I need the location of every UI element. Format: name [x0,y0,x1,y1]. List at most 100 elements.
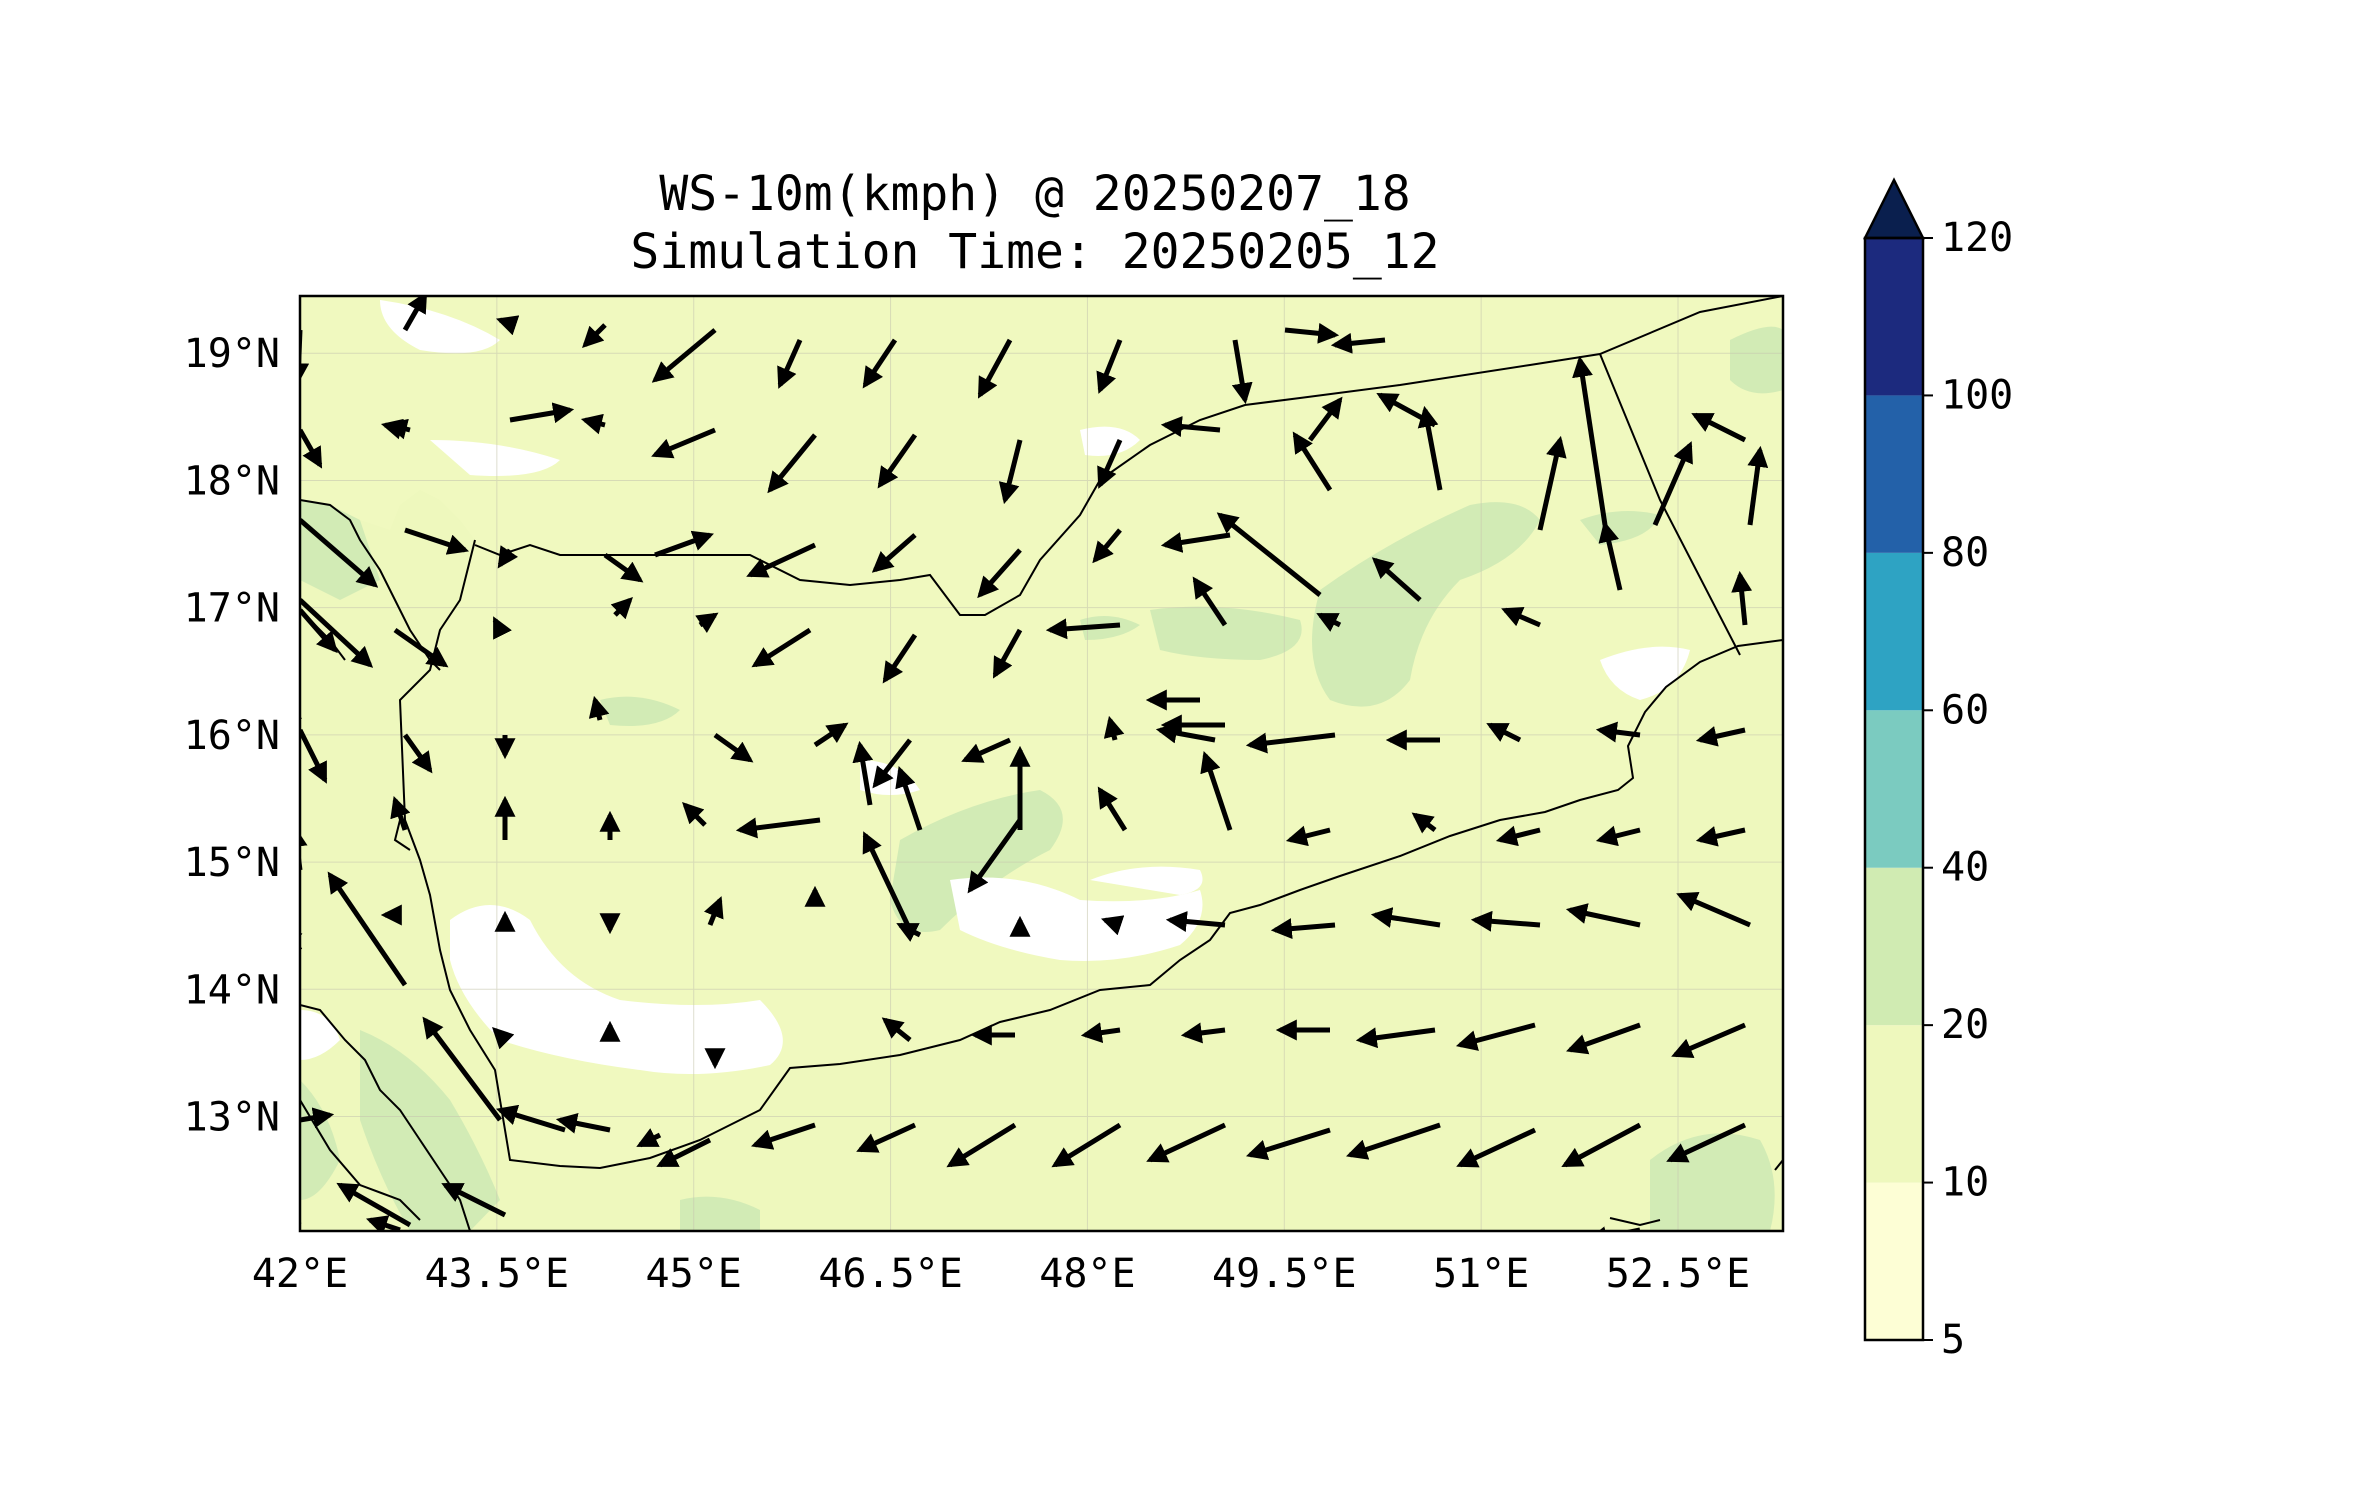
wind-arrow [1572,355,1608,526]
map-frame [298,294,1785,1233]
wind-arrow [1731,570,1753,626]
wind-arrow [300,598,374,668]
colorbar-tick-label: 80 [1941,530,1989,576]
wind-arrow [977,338,1013,399]
wind-arrow [580,413,606,435]
wind-arrow [1652,441,1693,527]
wind-arrow [651,328,717,383]
latitude-ticks: 19°N 18°N 17°N 16°N 15°N 14°N 13°N [184,331,280,1140]
wind-arrow [402,296,428,332]
wind-arrow [495,1104,566,1133]
wind-arrow [1292,431,1333,492]
map-title-line2: Simulation Time: 20250205_12 [630,224,1439,280]
lat-tick-label: 17°N [184,586,280,632]
wind-arrow [882,633,918,684]
wind-arrow [1595,825,1641,847]
wind-arrow [877,433,918,489]
wind-arrow [651,427,716,459]
wind-arrow [751,627,812,668]
wind-arrow [1537,435,1567,531]
wind-arrow [1231,339,1253,405]
wind-arrow [1316,612,1342,632]
wind-arrow [1160,416,1221,437]
wind-speed-patches [300,326,1783,1231]
colorbar-band [1865,1025,1923,1183]
lat-tick-label: 18°N [184,458,280,504]
wind-arrow [300,921,303,950]
wind-arrow [1192,576,1228,627]
wind-arrow [1097,786,1128,832]
colorbar-tick-label: 120 [1941,215,2013,261]
colorbar-band [1865,395,1923,553]
colorbar-band [1865,867,1923,1026]
wind-arrow [1146,1122,1227,1163]
wind-arrow [380,418,406,440]
map-panel [300,296,1783,1231]
colorbar-extend-max [1862,177,1926,240]
wind-arrow [300,728,328,784]
wind-arrow [393,627,449,668]
wind-arrow [896,922,922,942]
colorbar-band [1865,710,1923,868]
wind-arrow [1160,532,1231,553]
wind-arrow [735,817,821,839]
wind-arrow [1676,891,1751,928]
wind-arrow [1561,1122,1642,1168]
colorbar-tick-label: 100 [1941,372,2013,418]
wind-arrow [366,1215,401,1231]
wind-arrow [1456,1127,1537,1168]
wind-arrow [1371,557,1422,602]
wind-arrow [1080,1022,1121,1044]
wind-arrow [1565,903,1641,928]
colorbar-tick-label: 20 [1941,1002,1989,1048]
wind-arrow [862,831,913,932]
wind-arrow [1595,721,1641,743]
colorbar-tick-label: 10 [1941,1160,1989,1206]
lon-tick-label: 51°E [1433,1251,1529,1297]
wind-arrow [300,1221,302,1225]
wind-arrow [610,597,633,620]
colorbar-tick-label: 40 [1941,845,1989,891]
wind-arrow [1097,438,1123,489]
lon-tick-label: 48°E [1039,1251,1135,1297]
wind-arrow [967,818,1023,894]
colorbar-tick-label: 5 [1941,1317,1965,1363]
wind-arrow [1695,826,1746,847]
wind-arrow [1216,512,1322,597]
wind-arrow [402,733,433,774]
wind-arrow [1666,1122,1747,1163]
wind-arrow [871,533,917,573]
colorbar-band [1865,552,1923,711]
wind-arrow [1245,1127,1331,1161]
colorbar-band [1865,238,1923,396]
wind-arrow [751,1122,816,1150]
lat-tick-label: 14°N [184,967,280,1013]
wind-arrow [1103,715,1125,741]
wind-arrow [1598,520,1623,591]
wind-arrow [1695,726,1746,747]
colorbar-tick-labels: 5 10 20 40 60 80 100 120 [1923,215,2013,1363]
wind-arrow [1284,322,1340,344]
wind-arrow [327,871,408,987]
lon-tick-label: 45°E [646,1251,742,1297]
wind-arrow [1355,1027,1436,1049]
wind-arrow [746,542,817,578]
wind-arrow [895,766,923,831]
wind-arrow [1486,722,1522,743]
wind-arrow [961,737,1012,763]
wind-arrow [704,896,724,926]
colorbar-tick-label: 60 [1941,687,1989,733]
wind-arrow [1411,812,1437,834]
wind-arrow [497,545,519,569]
wind-vector-field [300,296,1769,1231]
wind-arrow [1566,1022,1641,1055]
wind-arrow [496,315,520,336]
wind-arrow [977,548,1022,599]
colorbar-frame [1863,236,1925,1342]
wind-arrow [1045,618,1121,640]
wind-arrow [492,1027,515,1050]
wind-arrow [1051,1122,1122,1168]
wind-arrow [767,433,817,494]
wind-arrow [1270,918,1336,940]
wind-arrow [1470,910,1541,932]
